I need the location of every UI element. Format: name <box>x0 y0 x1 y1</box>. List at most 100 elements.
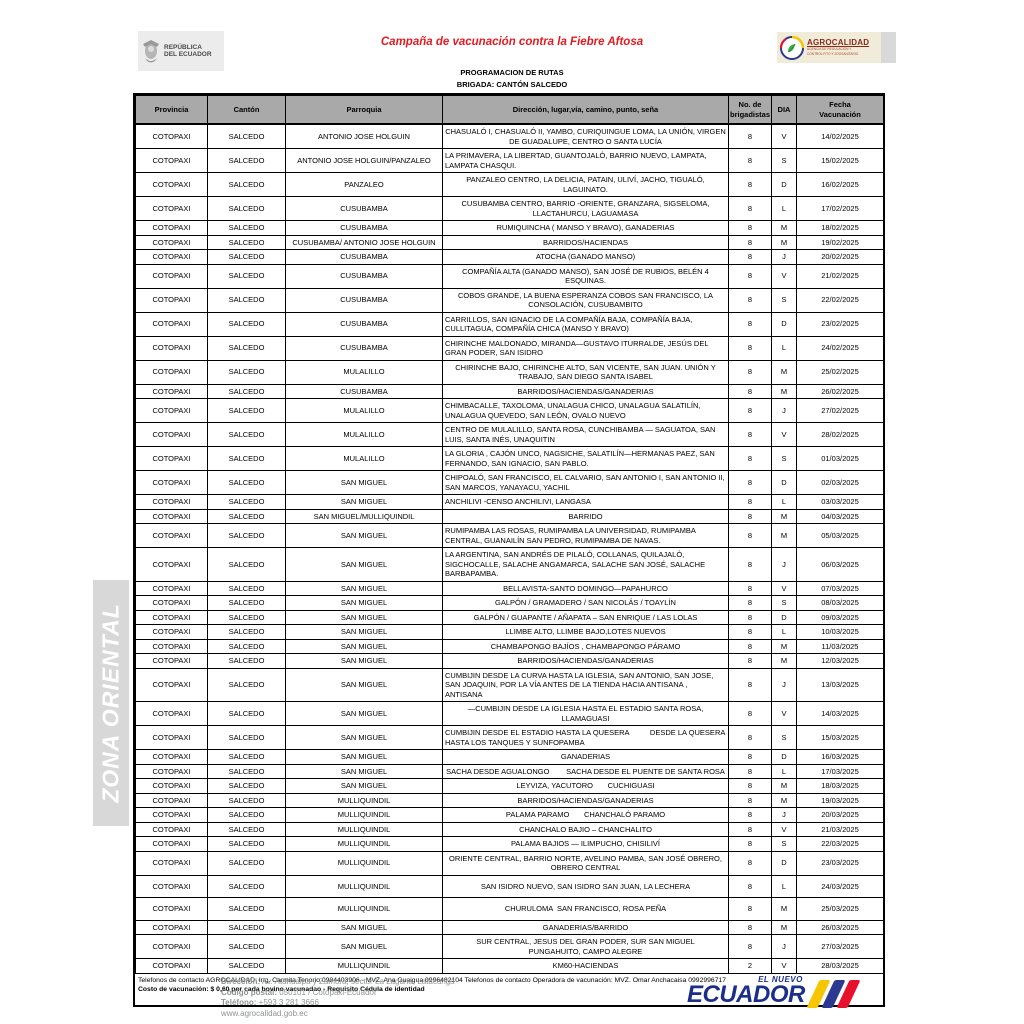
dia-cell: V <box>771 701 797 726</box>
fecha-cell: 16/02/2025 <box>796 172 884 197</box>
canton-cell: SALCEDO <box>207 398 286 423</box>
routes-table-frame: Provincia Cantón Parroquia Dirección, lugar… <box>133 93 885 1007</box>
dia-cell: J <box>771 249 797 265</box>
fecha-cell: 03/03/2025 <box>796 494 884 510</box>
direccion-cell: —CUMBIJIN DESDE LA IGLESIA HASTA EL ESTA… <box>442 701 729 726</box>
brigadistas-cell: 8 <box>728 807 772 823</box>
canton-cell: SALCEDO <box>207 249 286 265</box>
table-row: COTOPAXI SALCEDO SAN MIGUEL SUR CENTRAL, JE… <box>135 934 884 959</box>
direccion-cell: BARRIDOS/HACIENDAS/GANADERIAS <box>442 383 729 399</box>
parroquia-cell: MULALILLO <box>285 398 443 423</box>
provincia-cell: COTOPAXI <box>135 701 208 726</box>
dia-cell: S <box>771 287 797 313</box>
canton-cell: SALCEDO <box>207 897 286 921</box>
canton-cell: SALCEDO <box>207 850 286 876</box>
footer-website: www.agrocalidad.gob.ec <box>221 1008 308 1018</box>
canton-cell: SALCEDO <box>207 934 286 959</box>
canton-cell: SALCEDO <box>207 234 286 250</box>
dia-cell: M <box>771 897 797 921</box>
page-title: Campaña de vacunación contra la Fiebre A… <box>380 36 644 48</box>
direccion-cell: ORIENTE CENTRAL, BARRIO NORTE, AVELINO P… <box>442 850 729 876</box>
provincia-cell: COTOPAXI <box>135 624 208 640</box>
fecha-cell: 01/03/2025 <box>796 446 884 471</box>
subtitle-programacion: PROGRAMACION DE RUTAS <box>460 68 564 77</box>
canton-cell: SALCEDO <box>207 653 286 669</box>
dia-cell: V <box>771 263 797 289</box>
brigadistas-cell: 8 <box>728 148 772 173</box>
subtitle-brigada: BRIGADA: CANTÓN SALCEDO <box>456 80 568 89</box>
contact-note: Telefonos de contacto AGROCALIDAD: Ing. … <box>138 976 727 984</box>
brigadistas-cell: 8 <box>728 470 772 495</box>
parroquia-cell: SAN MIGUEL <box>285 778 443 794</box>
parroquia-cell: SAN MIGUEL <box>285 638 443 654</box>
provincia-cell: COTOPAXI <box>135 287 208 313</box>
footer-postal-line: Código postal: 050101 / Cotopaxi-Ecuador <box>221 988 455 999</box>
brigadistas-cell: 8 <box>728 398 772 423</box>
republica-del-ecuador-logo: REPÚBLICA DEL ECUADOR <box>138 31 224 71</box>
parroquia-cell: PANZALEO <box>285 172 443 197</box>
canton-cell: SALCEDO <box>207 123 286 149</box>
brigadistas-cell: 8 <box>728 653 772 669</box>
fecha-cell: 15/03/2025 <box>796 725 884 750</box>
canton-cell: SALCEDO <box>207 470 286 495</box>
table-row: COTOPAXI SALCEDO SAN MIGUEL CUMBIJIN DESDE … <box>135 725 884 750</box>
canton-cell: SALCEDO <box>207 287 286 313</box>
fecha-cell: 27/03/2025 <box>796 934 884 959</box>
fecha-cell: 07/03/2025 <box>796 580 884 596</box>
canton-cell: SALCEDO <box>207 609 286 625</box>
footer-phone-line: Teléfono: +593 3 281 3666 <box>221 998 455 1009</box>
postal-label: Código postal: <box>221 987 277 997</box>
canton-cell: SALCEDO <box>207 335 286 361</box>
direccion-cell: CHAMBAPONGO BAJÍOS , CHAMBAPONGO PÁRAMO <box>442 638 729 654</box>
footer-address-block: Dirección: Av. Atahualpa y Zamora, secto… <box>221 977 455 1019</box>
canton-cell: SALCEDO <box>207 148 286 173</box>
canton-cell: SALCEDO <box>207 725 286 750</box>
table-row: COTOPAXI SALCEDO CUSUBAMBA CHIRINCHE MALDON… <box>135 335 884 361</box>
parroquia-cell: SAN MIGUEL <box>285 595 443 611</box>
fecha-cell: 15/02/2025 <box>796 148 884 173</box>
el-nuevo-label: EL NUEVO <box>758 975 803 984</box>
agrocalidad-sub1: AGENCIA DE REGULACIÓN Y <box>807 47 852 52</box>
direccion-cell: RUMIPAMBA LAS ROSAS, RUMIPAMBA LA UNIVER… <box>442 523 729 548</box>
fecha-cell: 14/03/2025 <box>796 701 884 726</box>
ecuador-coat-of-arms-icon <box>143 40 159 63</box>
address-label: Dirección: <box>221 977 261 986</box>
dia-cell: S <box>771 725 797 750</box>
parroquia-cell: SAN MIGUEL <box>285 763 443 779</box>
gov-logo-text: REPÚBLICA DEL ECUADOR <box>164 44 212 59</box>
dia-cell: M <box>771 220 797 236</box>
canton-cell: SALCEDO <box>207 667 286 702</box>
direccion-cell: KM60-HACIENDAS <box>442 958 729 974</box>
dia-cell: L <box>771 196 797 221</box>
parroquia-cell: SAN MIGUEL <box>285 667 443 702</box>
fecha-cell: 26/03/2025 <box>796 919 884 935</box>
provincia-cell: COTOPAXI <box>135 359 208 385</box>
phone-label: Teléfono: <box>221 998 257 1007</box>
provincia-cell: COTOPAXI <box>135 580 208 596</box>
parroquia-cell: SAN MIGUEL <box>285 494 443 510</box>
provincia-cell: COTOPAXI <box>135 220 208 236</box>
provincia-cell: COTOPAXI <box>135 638 208 654</box>
brigadistas-cell: 8 <box>728 508 772 524</box>
canton-cell: SALCEDO <box>207 383 286 399</box>
table-row: COTOPAXI SALCEDO SAN MIGUEL LEYVIZA, YACUTO… <box>135 778 884 794</box>
table-row: COTOPAXI SALCEDO SAN MIGUEL LLIMBE ALTO, LL… <box>135 624 884 640</box>
parroquia-cell: ANTONIO JOSE HOLGUIN/PANZALEO <box>285 148 443 173</box>
fecha-cell: 05/03/2025 <box>796 523 884 548</box>
parroquia-cell: MULLIQUINDIL <box>285 850 443 876</box>
table-row: COTOPAXI SALCEDO SAN MIGUEL CHAMBAPONGO BAJ… <box>135 638 884 654</box>
provincia-cell: COTOPAXI <box>135 422 208 447</box>
agrocalidad-logo-strip <box>881 32 896 63</box>
table-row: COTOPAXI SALCEDO CUSUBAMBA COMPAÑÍA ALTA (G… <box>135 263 884 289</box>
parroquia-cell: SAN MIGUEL <box>285 547 443 582</box>
table-row: COTOPAXI SALCEDO SAN MIGUEL GANADERIAS 8 D 16/… <box>135 749 884 765</box>
direccion-cell: CUMBIJIN DESDE EL ESTADIO HASTA LA QUESE… <box>442 725 729 750</box>
phone-value: +593 3 281 3666 <box>258 998 319 1007</box>
direccion-cell: COBOS GRANDE, LA BUENA ESPERANZA COBOS S… <box>442 287 729 313</box>
fecha-cell: 19/03/2025 <box>796 792 884 808</box>
direccion-cell: SAN ISIDRO NUEVO, SAN ISIDRO SAN JUAN, L… <box>442 874 729 898</box>
dia-cell: M <box>771 234 797 250</box>
brigadistas-cell: 8 <box>728 234 772 250</box>
table-row: COTOPAXI SALCEDO SAN MIGUEL GANADERIAS/BARR… <box>135 919 884 935</box>
